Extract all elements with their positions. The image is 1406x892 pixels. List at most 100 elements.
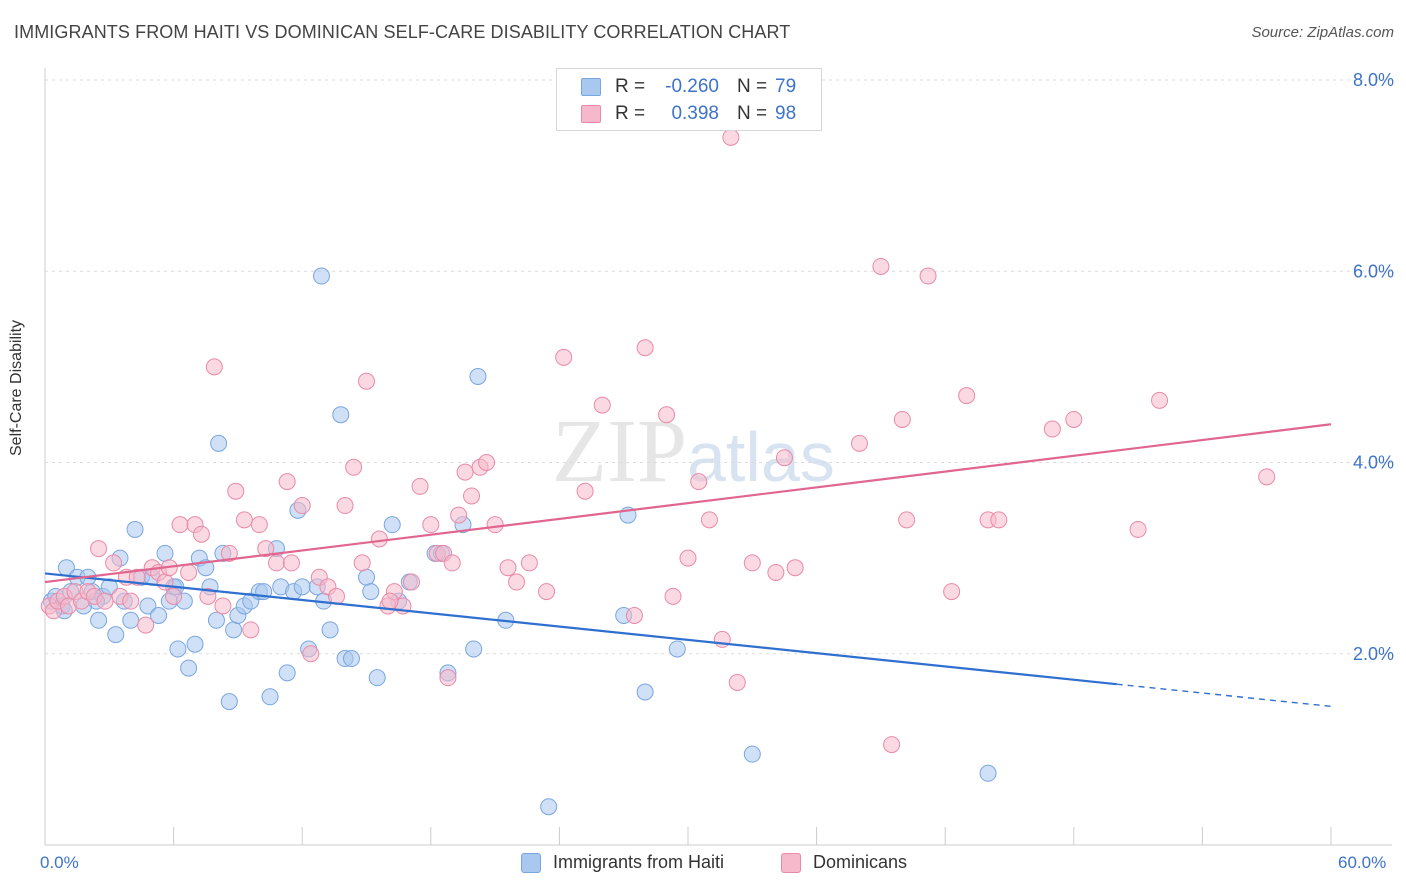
dominicans-point	[90, 540, 108, 558]
haiti-point	[293, 578, 311, 596]
dominicans-point	[293, 497, 311, 515]
dominicans-point	[1151, 391, 1169, 409]
bottom-legend-label-dominicans: Dominicans	[813, 852, 908, 872]
y-tick-label: 4.0%	[1353, 453, 1394, 473]
haiti-point	[383, 516, 401, 534]
dominicans-point	[443, 554, 461, 572]
dominicans-point	[411, 477, 429, 495]
bottom-legend-swatch-dominicans	[781, 852, 801, 873]
dominicans-point	[105, 554, 123, 572]
dominicans-point	[214, 597, 232, 615]
dominicans-point	[893, 410, 911, 428]
legend-r-label: R =	[615, 76, 646, 97]
dominicans-point	[439, 669, 457, 687]
legend-n-value: 79	[775, 76, 797, 97]
dominicans-point	[775, 449, 793, 467]
haiti-point	[469, 367, 487, 385]
dominicans-point	[302, 645, 320, 663]
dominicans-point	[690, 473, 708, 491]
dominicans-point	[625, 607, 643, 624]
dominicans-point	[220, 544, 238, 562]
haiti-point	[220, 693, 238, 711]
dominicans-point	[165, 587, 183, 605]
dominicans-point	[267, 554, 285, 572]
haiti-point	[312, 267, 330, 285]
dominicans-point	[883, 736, 901, 754]
dominicans-point	[872, 257, 890, 275]
dominicans-point	[205, 358, 223, 376]
haiti-point	[332, 406, 350, 424]
haiti-trend-line	[44, 572, 1117, 686]
dominicans-point	[767, 563, 785, 581]
watermark-atlas: atlas	[687, 418, 835, 496]
dominicans-point	[1258, 468, 1276, 486]
haiti-point	[261, 688, 279, 706]
dominicans-point	[422, 516, 440, 534]
dominicans-point	[728, 673, 746, 691]
dominicans-point	[353, 554, 371, 572]
dominicans-point	[250, 516, 268, 534]
dominicans-point	[786, 559, 804, 577]
dominicans-point	[192, 525, 210, 543]
dominicans-point	[1043, 420, 1061, 438]
legend-swatch-haiti	[581, 78, 601, 96]
dominicans-point	[943, 583, 961, 601]
dominicans-point	[278, 473, 296, 491]
dominicans-point	[743, 554, 761, 572]
haiti-point	[743, 745, 761, 763]
dominicans-point	[450, 506, 468, 524]
dominicans-point	[919, 267, 937, 285]
bottom-legend-dominicans[interactable]: Dominicans	[781, 852, 907, 873]
dominicans-point	[499, 559, 517, 577]
haiti-point	[186, 635, 204, 653]
bottom-legend-haiti[interactable]: Immigrants from Haiti	[521, 852, 724, 873]
dominicans-point	[520, 554, 538, 572]
haiti-point	[169, 640, 187, 658]
haiti-point	[465, 640, 483, 658]
dominicans-point	[257, 540, 275, 558]
y-tick-label: 2.0%	[1353, 644, 1394, 664]
dominicans-point	[700, 511, 718, 529]
dominicans-point	[358, 372, 375, 390]
dominicans-point	[478, 454, 496, 471]
dominicans-point	[403, 573, 421, 591]
chart-title: IMMIGRANTS FROM HAITI VS DOMINICAN SELF-…	[14, 22, 791, 42]
haiti-point	[362, 583, 380, 601]
dominicans-point	[593, 396, 611, 414]
haiti-point	[150, 607, 168, 624]
haiti-point	[207, 611, 225, 629]
dominicans-point	[658, 406, 676, 424]
dominicans-point	[990, 511, 1008, 529]
haiti-point	[668, 640, 686, 658]
dominicans-point	[538, 583, 556, 601]
haiti-trend-line-extension	[1116, 683, 1332, 708]
dominicans-point	[1065, 410, 1083, 428]
haiti-point	[126, 520, 144, 538]
dominicans-point	[242, 621, 260, 639]
dominicans-point	[636, 339, 654, 357]
dominicans-point	[345, 458, 363, 476]
dominicans-point	[958, 387, 976, 405]
legend-n-value: 98	[775, 103, 797, 124]
dominicans-point	[282, 554, 300, 572]
dominicans-point	[679, 549, 697, 567]
haiti-point	[278, 664, 296, 682]
haiti-point	[342, 650, 360, 668]
haiti-point	[180, 659, 198, 677]
x-tick-label-min: 0.0%	[40, 853, 79, 872]
legend-r-value: -0.260	[665, 76, 719, 97]
dominicans-point	[171, 516, 189, 534]
dominicans-point	[463, 487, 481, 505]
correlation-legend: R = -0.260 N = 79 R = 0.398 N = 98	[556, 68, 822, 131]
haiti-point	[358, 568, 375, 586]
dominicans-point	[156, 573, 174, 591]
dominicans-point	[137, 616, 155, 634]
dominicans-point	[96, 592, 114, 610]
haiti-point	[225, 621, 243, 639]
source-label: Source: ZipAtlas.com	[1251, 24, 1394, 41]
dominicans-point	[664, 587, 682, 605]
dominicans-point	[235, 511, 253, 529]
haiti-point	[321, 621, 339, 639]
dominicans-point	[1129, 520, 1147, 538]
